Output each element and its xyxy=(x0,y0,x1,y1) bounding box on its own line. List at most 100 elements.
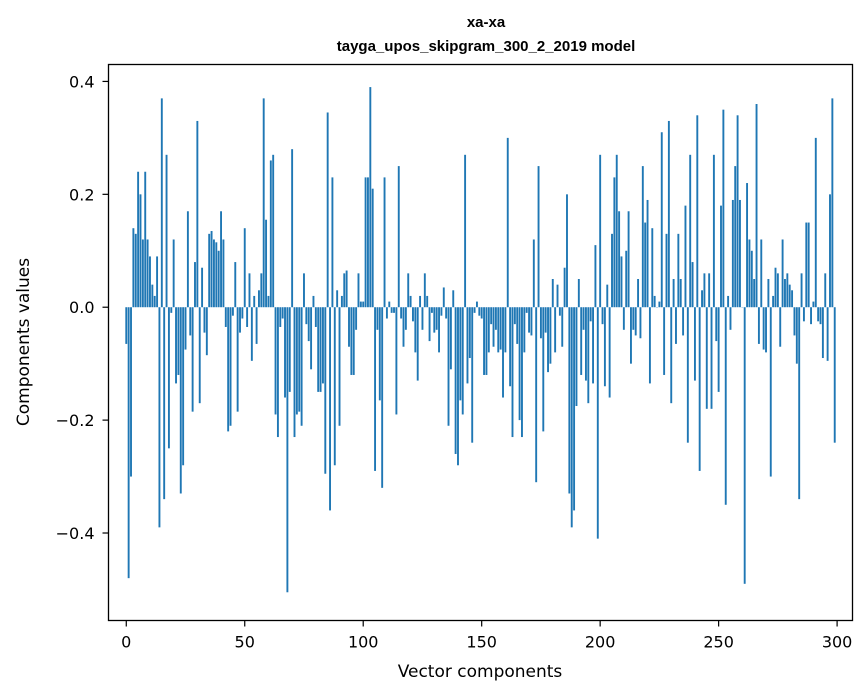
bar-278 xyxy=(784,279,786,308)
chart-subtitle: tayga_upos_skipgram_300_2_2019 model xyxy=(337,38,636,55)
bar-64 xyxy=(276,307,279,438)
bar-54 xyxy=(253,295,256,308)
bar-85 xyxy=(326,112,329,308)
bar-133 xyxy=(440,307,443,316)
bar-55 xyxy=(255,307,258,344)
bar-268 xyxy=(760,239,763,308)
bar-177 xyxy=(544,307,547,333)
bar-30 xyxy=(196,120,199,308)
bar-135 xyxy=(445,307,448,319)
bar-42 xyxy=(224,307,227,327)
bar-284 xyxy=(798,307,801,500)
bar-143 xyxy=(464,154,467,308)
x-tick-label: 300 xyxy=(822,633,853,652)
bar-186 xyxy=(566,194,568,308)
bar-181 xyxy=(554,307,557,353)
bar-204 xyxy=(608,307,611,398)
bar-263 xyxy=(748,239,751,308)
bar-259 xyxy=(739,199,741,308)
bar-257 xyxy=(734,166,737,308)
y-tick-label: 0.0 xyxy=(69,298,94,317)
bar-159 xyxy=(502,307,504,398)
bar-249 xyxy=(715,307,718,342)
bar-47 xyxy=(236,307,239,412)
bar-188 xyxy=(570,307,573,528)
bar-170 xyxy=(528,307,531,333)
bar-101 xyxy=(364,177,367,308)
bar-223 xyxy=(653,295,656,308)
x-axis-label: Vector components xyxy=(398,662,563,682)
bar-74 xyxy=(300,307,303,426)
bar-283 xyxy=(795,307,798,364)
bar-28 xyxy=(191,307,194,412)
bar-94 xyxy=(348,307,350,347)
bar-144 xyxy=(466,307,469,384)
bar-192 xyxy=(580,307,583,375)
bar-52 xyxy=(248,273,251,308)
bar-299 xyxy=(833,307,836,443)
bar-128 xyxy=(428,307,431,342)
bar-2 xyxy=(130,307,132,477)
bar-264 xyxy=(750,250,753,308)
x-tick-label: 150 xyxy=(466,633,497,652)
bar-139 xyxy=(454,307,457,454)
bar-14 xyxy=(158,307,161,528)
bar-32 xyxy=(201,267,204,308)
bar-269 xyxy=(762,307,765,350)
bar-187 xyxy=(568,307,571,494)
bar-8 xyxy=(144,171,147,308)
bar-113 xyxy=(393,307,395,313)
bar-77 xyxy=(307,307,310,342)
bar-36 xyxy=(210,231,213,308)
bar-1 xyxy=(127,307,130,579)
bar-210 xyxy=(622,307,625,330)
bar-29 xyxy=(194,262,196,308)
bar-3 xyxy=(132,228,135,308)
bar-225 xyxy=(658,301,661,308)
bar-60 xyxy=(267,295,270,308)
bar-285 xyxy=(800,273,803,308)
bar-219 xyxy=(644,222,647,308)
bar-66 xyxy=(281,307,284,319)
bar-22 xyxy=(177,307,180,375)
bar-251 xyxy=(720,205,722,308)
bar-221 xyxy=(648,307,651,384)
bar-27 xyxy=(189,307,192,336)
bar-61 xyxy=(269,160,272,308)
bar-200 xyxy=(599,154,602,308)
bar-183 xyxy=(558,307,561,316)
bar-218 xyxy=(641,166,644,308)
bar-161 xyxy=(506,137,509,308)
bar-201 xyxy=(601,307,604,325)
bar-129 xyxy=(430,307,433,313)
bar-245 xyxy=(705,307,708,409)
bar-252 xyxy=(722,109,725,308)
bar-151 xyxy=(483,307,486,375)
bar-231 xyxy=(672,279,675,308)
bar-49 xyxy=(241,307,244,319)
bar-234 xyxy=(679,279,682,308)
bar-115 xyxy=(397,166,400,308)
bar-180 xyxy=(551,279,554,308)
bar-293 xyxy=(819,307,822,325)
bar-253 xyxy=(724,307,727,505)
bar-279 xyxy=(786,273,789,308)
bar-106 xyxy=(376,307,379,330)
bar-122 xyxy=(414,307,417,353)
bar-145 xyxy=(468,307,471,359)
bar-289 xyxy=(810,307,812,325)
bar-71 xyxy=(293,307,296,438)
bar-230 xyxy=(670,307,673,404)
bar-265 xyxy=(753,279,756,308)
bar-40 xyxy=(220,211,222,308)
x-tick-label: 0 xyxy=(121,633,131,652)
bar-136 xyxy=(447,307,450,426)
bar-78 xyxy=(310,307,313,370)
bar-53 xyxy=(250,307,253,361)
bar-141 xyxy=(459,307,462,401)
bar-267 xyxy=(757,307,760,344)
bar-88 xyxy=(333,307,336,466)
bar-34 xyxy=(205,307,208,356)
bar-81 xyxy=(317,307,320,392)
bar-98 xyxy=(357,273,360,308)
